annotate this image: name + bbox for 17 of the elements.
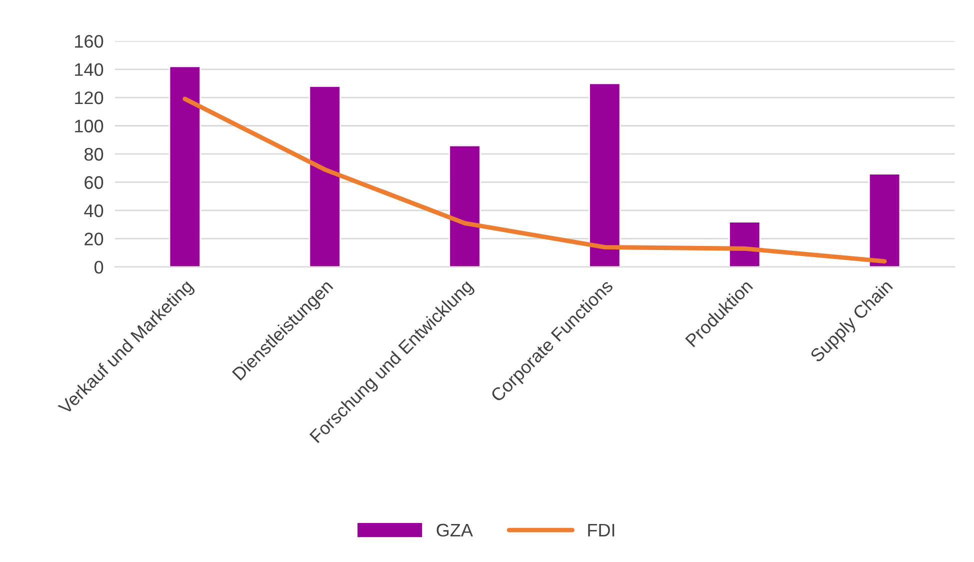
y-tick-label: 120 — [75, 91, 104, 104]
y-tick-label: 20 — [84, 232, 104, 246]
bar — [588, 82, 621, 267]
line-series — [182, 96, 887, 264]
y-tick-label: 100 — [75, 120, 104, 132]
bar — [448, 144, 481, 267]
y-tick-label: 0 — [94, 260, 104, 274]
bar — [868, 173, 901, 267]
bar — [308, 86, 341, 267]
y-tick-label: 80 — [84, 148, 104, 161]
legend-label: FDI — [588, 524, 614, 536]
y-tick-label: 60 — [84, 176, 104, 189]
bar — [168, 66, 201, 267]
y-tick-label: 140 — [75, 63, 104, 76]
y-tick-label: 40 — [84, 204, 104, 218]
y-tick-label: 160 — [75, 34, 104, 48]
legend-label: GZA — [436, 524, 473, 537]
